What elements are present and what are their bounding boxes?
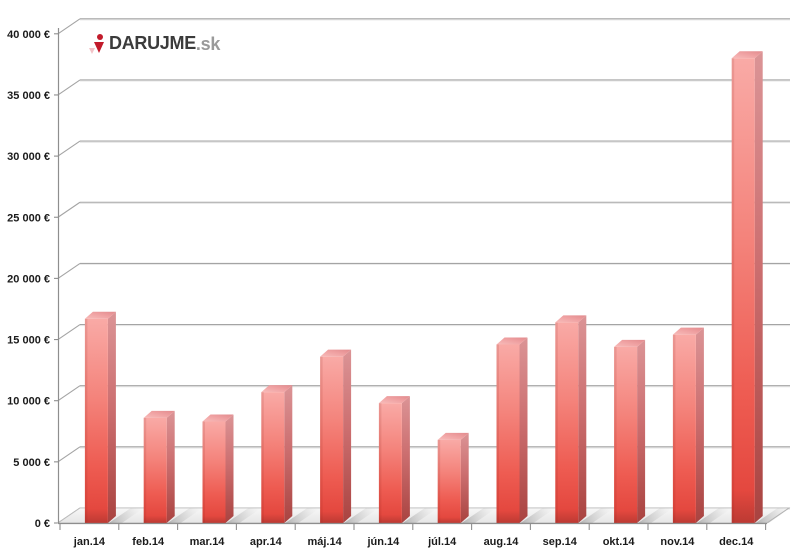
logo-echo-icon: [89, 48, 95, 54]
x-tick-label: jún.14: [367, 536, 401, 548]
bar-máj.14: [320, 349, 352, 523]
x-tick-label: apr.14: [250, 536, 283, 548]
y-tick-label: 25 000 €: [7, 212, 50, 224]
bar-aug.14: [496, 337, 528, 523]
bars: [84, 51, 763, 523]
bar-sep.14: [555, 315, 587, 523]
y-tick-label: 5 000 €: [13, 457, 50, 469]
y-tick-label: 20 000 €: [7, 273, 50, 285]
logo-dot-icon: [97, 34, 103, 40]
bar-feb.14: [143, 410, 175, 523]
bar-shadows: [108, 508, 791, 523]
x-tick-label: júl.14: [427, 536, 457, 548]
y-tick-label: 0 €: [35, 518, 50, 530]
axes: [57, 28, 790, 530]
y-tick-label: 40 000 €: [7, 29, 50, 41]
bar-okt.14: [614, 339, 646, 523]
bar-mar.14: [202, 414, 234, 523]
x-tick-label: jan.14: [73, 536, 106, 548]
logo-mark-icon: [89, 31, 106, 55]
x-tick-label: dec.14: [719, 536, 754, 548]
bar-júl.14: [437, 432, 469, 523]
x-axis-labels: jan.14 feb.14 mar.14 apr.14 máj.14 jún.14 júl.…: [73, 536, 754, 548]
x-tick-label: aug.14: [484, 536, 520, 548]
x-tick-label: okt.14: [603, 536, 636, 548]
bar-dec.14: [731, 51, 763, 523]
y-tick-label: 30 000 €: [7, 151, 50, 163]
x-tick-label: máj.14: [307, 536, 342, 548]
y-tick-label: 10 000 €: [7, 396, 50, 408]
x-tick-label: nov.14: [660, 536, 695, 548]
y-axis-labels: 0 € 5 000 € 10 000 € 15 000 € 20 000 € 25 000…: [7, 29, 50, 530]
x-tick-label: mar.14: [190, 536, 226, 548]
logo-wedge-icon: [94, 42, 104, 53]
bar-jún.14: [378, 396, 410, 523]
logo-suffix: .sk: [195, 34, 221, 54]
logo-text: DARUJME: [109, 33, 196, 53]
bar-nov.14: [672, 327, 704, 523]
darujme-logo: DARUJME .sk: [89, 31, 220, 55]
x-tick-label: feb.14: [132, 536, 165, 548]
gridlines: [54, 18, 790, 524]
y-tick-label: 35 000 €: [7, 90, 50, 102]
bar-apr.14: [261, 385, 293, 523]
x-tick-label: sep.14: [543, 536, 578, 548]
bar-jan.14: [84, 311, 116, 523]
y-tick-label: 15 000 €: [7, 335, 50, 347]
